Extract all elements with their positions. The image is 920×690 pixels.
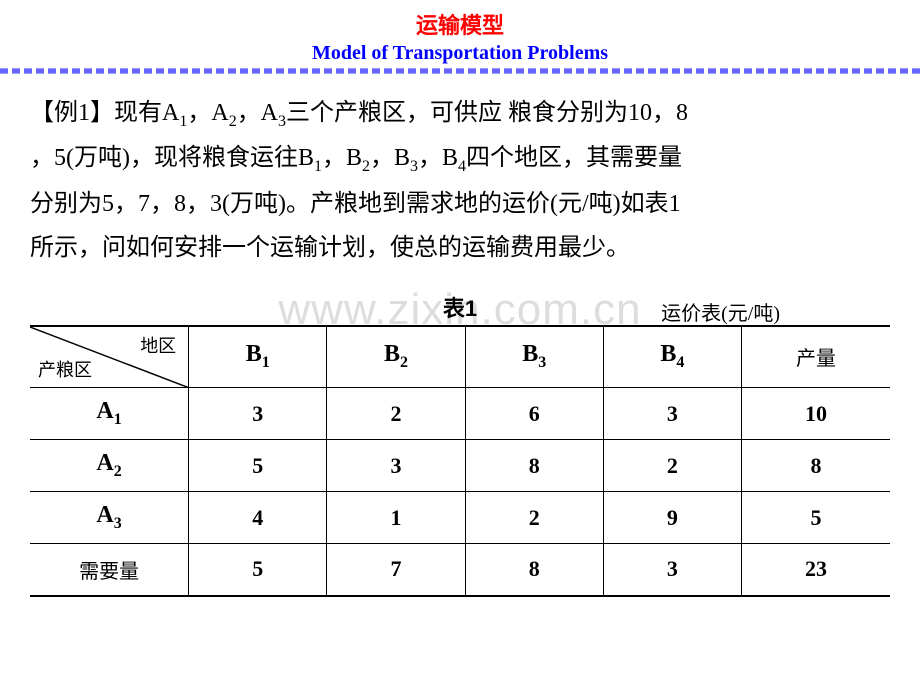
problem-statement: 【例1】现有A1，A2，A3三个产粮区，可供应 粮食分别为10，8 ，5(万吨)…: [30, 91, 890, 271]
row-label-a2: A2: [30, 440, 189, 492]
cell-a3-supply: 5: [742, 492, 891, 544]
problem-line-4: 所示，问如何安排一个运输计划，使总的运输费用最少。: [30, 235, 630, 261]
cell-a3-b2: 1: [327, 492, 465, 544]
table-unit-label: 运价表(元/吨): [661, 297, 780, 326]
cell-demand-b2: 7: [327, 544, 465, 596]
col-header-supply: 产量: [742, 326, 891, 388]
title-chinese: 运输模型: [0, 8, 920, 40]
header-divider: [0, 69, 920, 73]
col-header-b2: B2: [327, 326, 465, 388]
cell-a3-b1: 4: [189, 492, 327, 544]
cell-a1-b4: 3: [603, 388, 741, 440]
col-header-b3: B3: [465, 326, 603, 388]
cell-a2-b3: 8: [465, 440, 603, 492]
cell-demand-b3: 8: [465, 544, 603, 596]
cell-a1-supply: 10: [742, 388, 891, 440]
title-english: Model of Transportation Problems: [0, 42, 920, 65]
cell-demand-b4: 3: [603, 544, 741, 596]
row-label-a1: A1: [30, 388, 189, 440]
cell-a2-b2: 3: [327, 440, 465, 492]
cell-demand-b1: 5: [189, 544, 327, 596]
cell-a2-supply: 8: [742, 440, 891, 492]
table-title: 表1: [443, 291, 477, 323]
cell-demand-total: 23: [742, 544, 891, 596]
cell-a3-b3: 2: [465, 492, 603, 544]
transportation-cost-table: 地区 产粮区 B1 B2 B3 B4 产量 A1 3 2 6 3 10 A2 5…: [30, 325, 890, 597]
cell-a2-b1: 5: [189, 440, 327, 492]
corner-label-bottom: 产粮区: [38, 356, 92, 382]
col-header-b1: B1: [189, 326, 327, 388]
problem-line-3: 分别为5，7，8，3(万吨)。产粮地到需求地的运价(元/吨)如表1: [30, 191, 681, 217]
row-label-demand: 需要量: [30, 544, 189, 596]
cell-a1-b3: 6: [465, 388, 603, 440]
table-corner-cell: 地区 产粮区: [30, 326, 189, 388]
cell-a3-b4: 9: [603, 492, 741, 544]
problem-line-2: ，5(万吨)，现将粮食运往B1，B2，B3，B4四个地区，其需要量: [30, 145, 682, 171]
problem-line-1: 【例1】现有A1，A2，A3三个产粮区，可供应 粮食分别为10，8: [30, 100, 688, 126]
cell-a2-b4: 2: [603, 440, 741, 492]
cell-a1-b2: 2: [327, 388, 465, 440]
col-header-b4: B4: [603, 326, 741, 388]
corner-label-top: 地区: [140, 332, 176, 358]
cell-a1-b1: 3: [189, 388, 327, 440]
row-label-a3: A3: [30, 492, 189, 544]
